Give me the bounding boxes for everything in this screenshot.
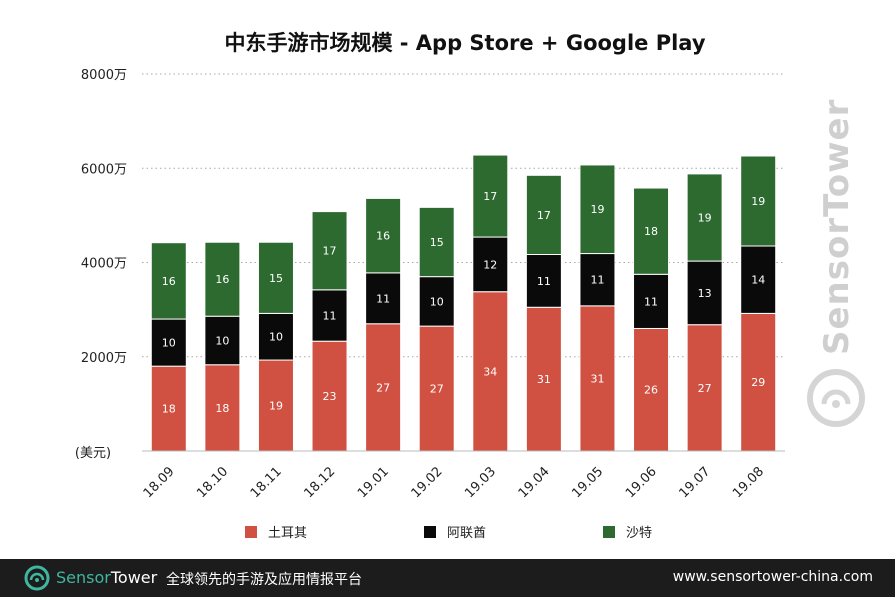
- data-label: 27: [430, 383, 444, 396]
- y-tick-label: 4000万: [81, 257, 127, 272]
- bar-segment: [257, 312, 294, 361]
- bar-segment: [204, 241, 241, 317]
- x-tick-label: 18.09: [141, 464, 178, 501]
- x-tick-label: 19.03: [462, 464, 499, 501]
- bar-segment: [204, 315, 241, 366]
- x-tick-label: 18.11: [248, 464, 285, 501]
- data-label: 26: [644, 384, 658, 397]
- x-tick-label: 19.07: [677, 464, 714, 501]
- bar-segment: [686, 324, 723, 452]
- data-label: 31: [537, 373, 551, 386]
- bar-segment: [257, 359, 294, 452]
- x-tick-label: 19.06: [623, 464, 660, 501]
- bar-segment: [633, 187, 670, 275]
- data-label: 17: [323, 245, 337, 258]
- bar-segment: [525, 174, 562, 255]
- data-label: 11: [323, 310, 337, 323]
- data-label: 16: [162, 275, 176, 288]
- footer-bar: SensorTower 全球领先的手游及应用情报平台 www.sensortow…: [0, 559, 895, 597]
- data-label: 11: [644, 295, 658, 308]
- watermark-logo-icon: [807, 369, 865, 427]
- data-label: 17: [483, 190, 497, 203]
- x-tick-label: 18.12: [301, 464, 338, 501]
- data-label: 10: [162, 337, 176, 350]
- bar-segment: [686, 260, 723, 326]
- bar-segment: [204, 364, 241, 452]
- bar-segment: [740, 155, 777, 247]
- x-tick-label: 19.01: [355, 464, 392, 501]
- x-axis: 18.09 18.10 18.11 18.12 19.01 19.02 19.03 19.04…: [141, 464, 767, 501]
- y-tick-label: 8000万: [81, 68, 127, 83]
- legend-swatch: [424, 526, 436, 538]
- chart-title: 中东手游市场规模 - App Store + Google Play: [224, 31, 705, 55]
- footer-slogan: 全球领先的手游及应用情报平台: [166, 572, 362, 588]
- chart: 中东手游市场规模 - App Store + Google Play 2000万…: [75, 31, 865, 541]
- data-label: 29: [751, 376, 765, 389]
- bar-segment: [686, 173, 723, 262]
- data-label: 11: [376, 292, 390, 305]
- sensor-tower-logo-icon: [24, 565, 50, 591]
- grid-layer: [142, 73, 785, 358]
- footer-website: www.sensortower-china.com: [672, 569, 873, 585]
- legend-label: 土耳其: [268, 526, 307, 541]
- bar-segment: [418, 206, 455, 278]
- footer-brand-tower: Tower: [110, 568, 158, 587]
- data-label: 14: [751, 274, 765, 287]
- y-axis: 2000万 4000万 6000万 8000万: [81, 68, 127, 366]
- data-label: 23: [323, 390, 337, 403]
- y-tick-label: 6000万: [81, 162, 127, 177]
- bars: 18 10 16 18 10 16 19 10 15 23 11 17 27 11 16 27 10 15 34 12…: [150, 154, 777, 452]
- data-label: 12: [483, 258, 497, 271]
- data-label: 27: [698, 382, 712, 395]
- footer-brand: SensorTower: [56, 568, 157, 587]
- watermark-text: SensorTower: [817, 99, 857, 355]
- data-label: 18: [215, 402, 229, 415]
- bar-segment: [365, 197, 402, 274]
- bar-segment: [365, 272, 402, 325]
- y-tick-label: 2000万: [81, 351, 127, 366]
- bar-segment: [633, 273, 670, 329]
- watermark: SensorTower: [807, 99, 865, 427]
- data-label: 15: [430, 236, 444, 249]
- data-label: 18: [644, 225, 658, 238]
- legend-swatch: [245, 526, 257, 538]
- data-label: 11: [590, 274, 604, 287]
- bar-segment: [525, 306, 562, 452]
- data-label: 19: [590, 203, 604, 216]
- x-tick-label: 18.10: [194, 464, 231, 501]
- data-label: 16: [215, 273, 229, 286]
- x-tick-label: 19.04: [516, 464, 553, 501]
- data-label: 34: [483, 365, 497, 378]
- data-label: 13: [698, 287, 712, 300]
- x-tick-label: 19.05: [569, 464, 606, 501]
- data-label: 31: [590, 372, 604, 385]
- bar-segment: [579, 164, 616, 255]
- bar-segment: [472, 154, 509, 238]
- data-label: 10: [269, 331, 283, 344]
- data-label: 10: [430, 295, 444, 308]
- footer-brand-sensor: Sensor: [56, 568, 111, 587]
- legend-label: 沙特: [626, 526, 652, 541]
- bar-segment: [311, 289, 348, 342]
- data-label: 19: [751, 195, 765, 208]
- bar-segment: [311, 211, 348, 291]
- x-tick-label: 19.02: [409, 464, 446, 501]
- data-label: 19: [698, 211, 712, 224]
- legend-swatch: [603, 526, 615, 538]
- bar-segment: [257, 241, 294, 314]
- data-label: 10: [215, 334, 229, 347]
- data-label: 19: [269, 400, 283, 413]
- data-label: 27: [376, 381, 390, 394]
- data-label: 15: [269, 272, 283, 285]
- data-label: 17: [537, 209, 551, 222]
- data-label: 11: [537, 275, 551, 288]
- legend: 土耳其 阿联酋 沙特: [245, 525, 652, 541]
- data-label: 18: [162, 403, 176, 416]
- bar-segment: [150, 242, 187, 320]
- y-axis-unit-label: (美元): [75, 446, 111, 461]
- x-tick-label: 19.08: [730, 464, 767, 501]
- legend-label: 阿联酋: [447, 525, 486, 541]
- bar-segment: [150, 318, 187, 367]
- data-label: 16: [376, 230, 390, 243]
